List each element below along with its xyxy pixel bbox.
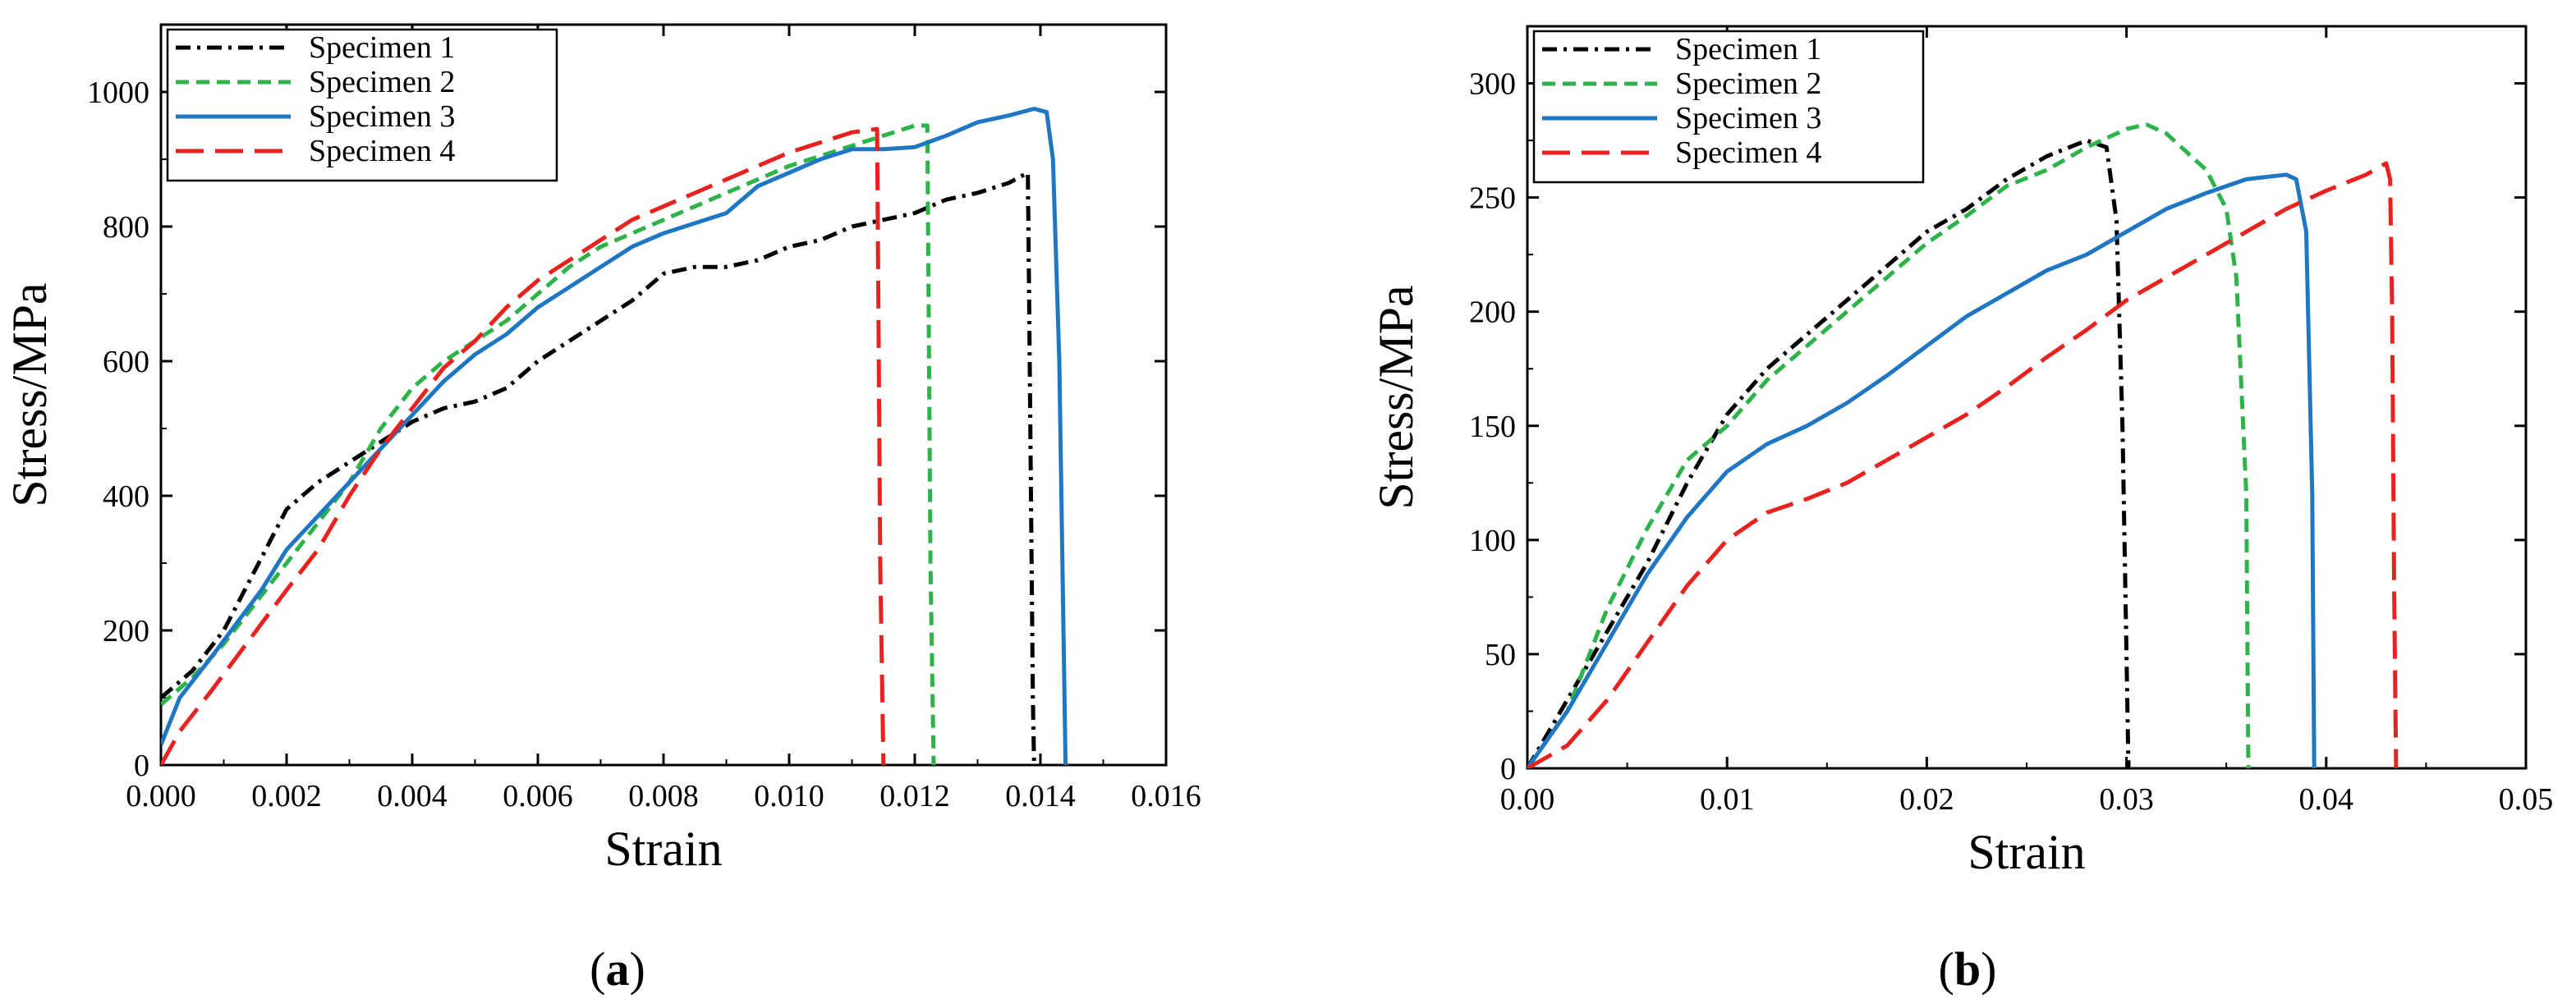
x-tick-label: 0.002 [251, 779, 322, 813]
legend-label-specimen-4: Specimen 4 [309, 134, 455, 168]
x-tick-label: 0.012 [879, 779, 950, 813]
y-tick-label: 1000 [87, 76, 149, 110]
x-tick-label: 0.00 [1500, 782, 1555, 817]
chart-panel-a: 0.000 0.002 0.004 0.006 0.008 0.010 0.012 0.014… [2, 23, 1201, 996]
x-axis-title: Strain [1968, 825, 2085, 879]
x-tick-label: 0.004 [377, 779, 448, 813]
series-line-specimen-4 [1527, 161, 2399, 768]
x-axis-title: Strain [604, 822, 722, 876]
legend-label-specimen-1: Specimen 1 [309, 30, 455, 65]
y-tick-label: 400 [103, 479, 149, 514]
y-tick-label: 100 [1469, 524, 1516, 558]
series-line-specimen-4 [161, 126, 886, 765]
y-tick-label: 600 [103, 345, 149, 379]
legend-label-specimen-1: Specimen 1 [1675, 32, 1821, 66]
caption-open: ( [1939, 942, 1954, 996]
x-tick-label: 0.05 [2499, 782, 2554, 817]
x-tick-label: 0.008 [628, 779, 699, 813]
series-line-specimen-2 [1527, 122, 2251, 768]
legend-label-specimen-2: Specimen 2 [1675, 66, 1821, 101]
y-tick-label: 150 [1469, 410, 1516, 444]
legend-label-specimen-2: Specimen 2 [309, 65, 455, 99]
y-tick-label: 50 [1485, 638, 1516, 672]
x-tick-label: 0.01 [1700, 782, 1755, 817]
y-axis-title: Stress/MPa [1369, 285, 1423, 509]
legend-label-specimen-3: Specimen 3 [309, 99, 455, 134]
y-tick-label: 800 [103, 210, 149, 245]
series-line-specimen-2 [161, 123, 936, 765]
x-tick-label: 0.006 [503, 779, 573, 813]
series-line-specimen-3 [1527, 172, 2317, 768]
legend-box [1532, 30, 1925, 184]
chart-panel-b: 0.00 0.01 0.02 0.03 0.04 0.05 0 50 100 150 200 250 3… [1369, 25, 2554, 996]
x-tick-label: 0.010 [754, 779, 824, 813]
x-tick-label: 0.03 [2099, 782, 2154, 817]
legend-label-specimen-4: Specimen 4 [1675, 135, 1821, 170]
y-tick-label: 200 [1469, 296, 1516, 330]
legend-box [166, 28, 558, 182]
y-tick-label: 250 [1469, 181, 1516, 216]
caption-close: ) [630, 942, 645, 996]
panel-caption: (a) [590, 942, 645, 996]
y-tick-label: 0 [1500, 752, 1516, 786]
panel-caption: (b) [1939, 942, 1997, 996]
caption-open: ( [590, 942, 605, 996]
x-tick-label: 0.04 [2299, 782, 2354, 817]
y-tick-label: 0 [134, 749, 149, 783]
caption-close: ) [1981, 942, 1996, 996]
series-line-specimen-3 [161, 107, 1068, 765]
y-axis-title: Stress/MPa [2, 282, 57, 506]
x-tick-label: 0.000 [126, 779, 196, 813]
legend-label-specimen-3: Specimen 3 [1675, 101, 1821, 135]
y-tick-label: 200 [103, 614, 149, 648]
series-line-specimen-1 [161, 170, 1036, 765]
caption-letter: b [1954, 942, 1981, 996]
x-tick-label: 0.016 [1131, 779, 1201, 813]
series-line-specimen-1 [1527, 138, 2131, 768]
y-tick-label: 300 [1469, 67, 1516, 102]
caption-letter: a [606, 942, 630, 996]
x-tick-label: 0.014 [1005, 779, 1076, 813]
x-tick-label: 0.02 [1899, 782, 1954, 817]
